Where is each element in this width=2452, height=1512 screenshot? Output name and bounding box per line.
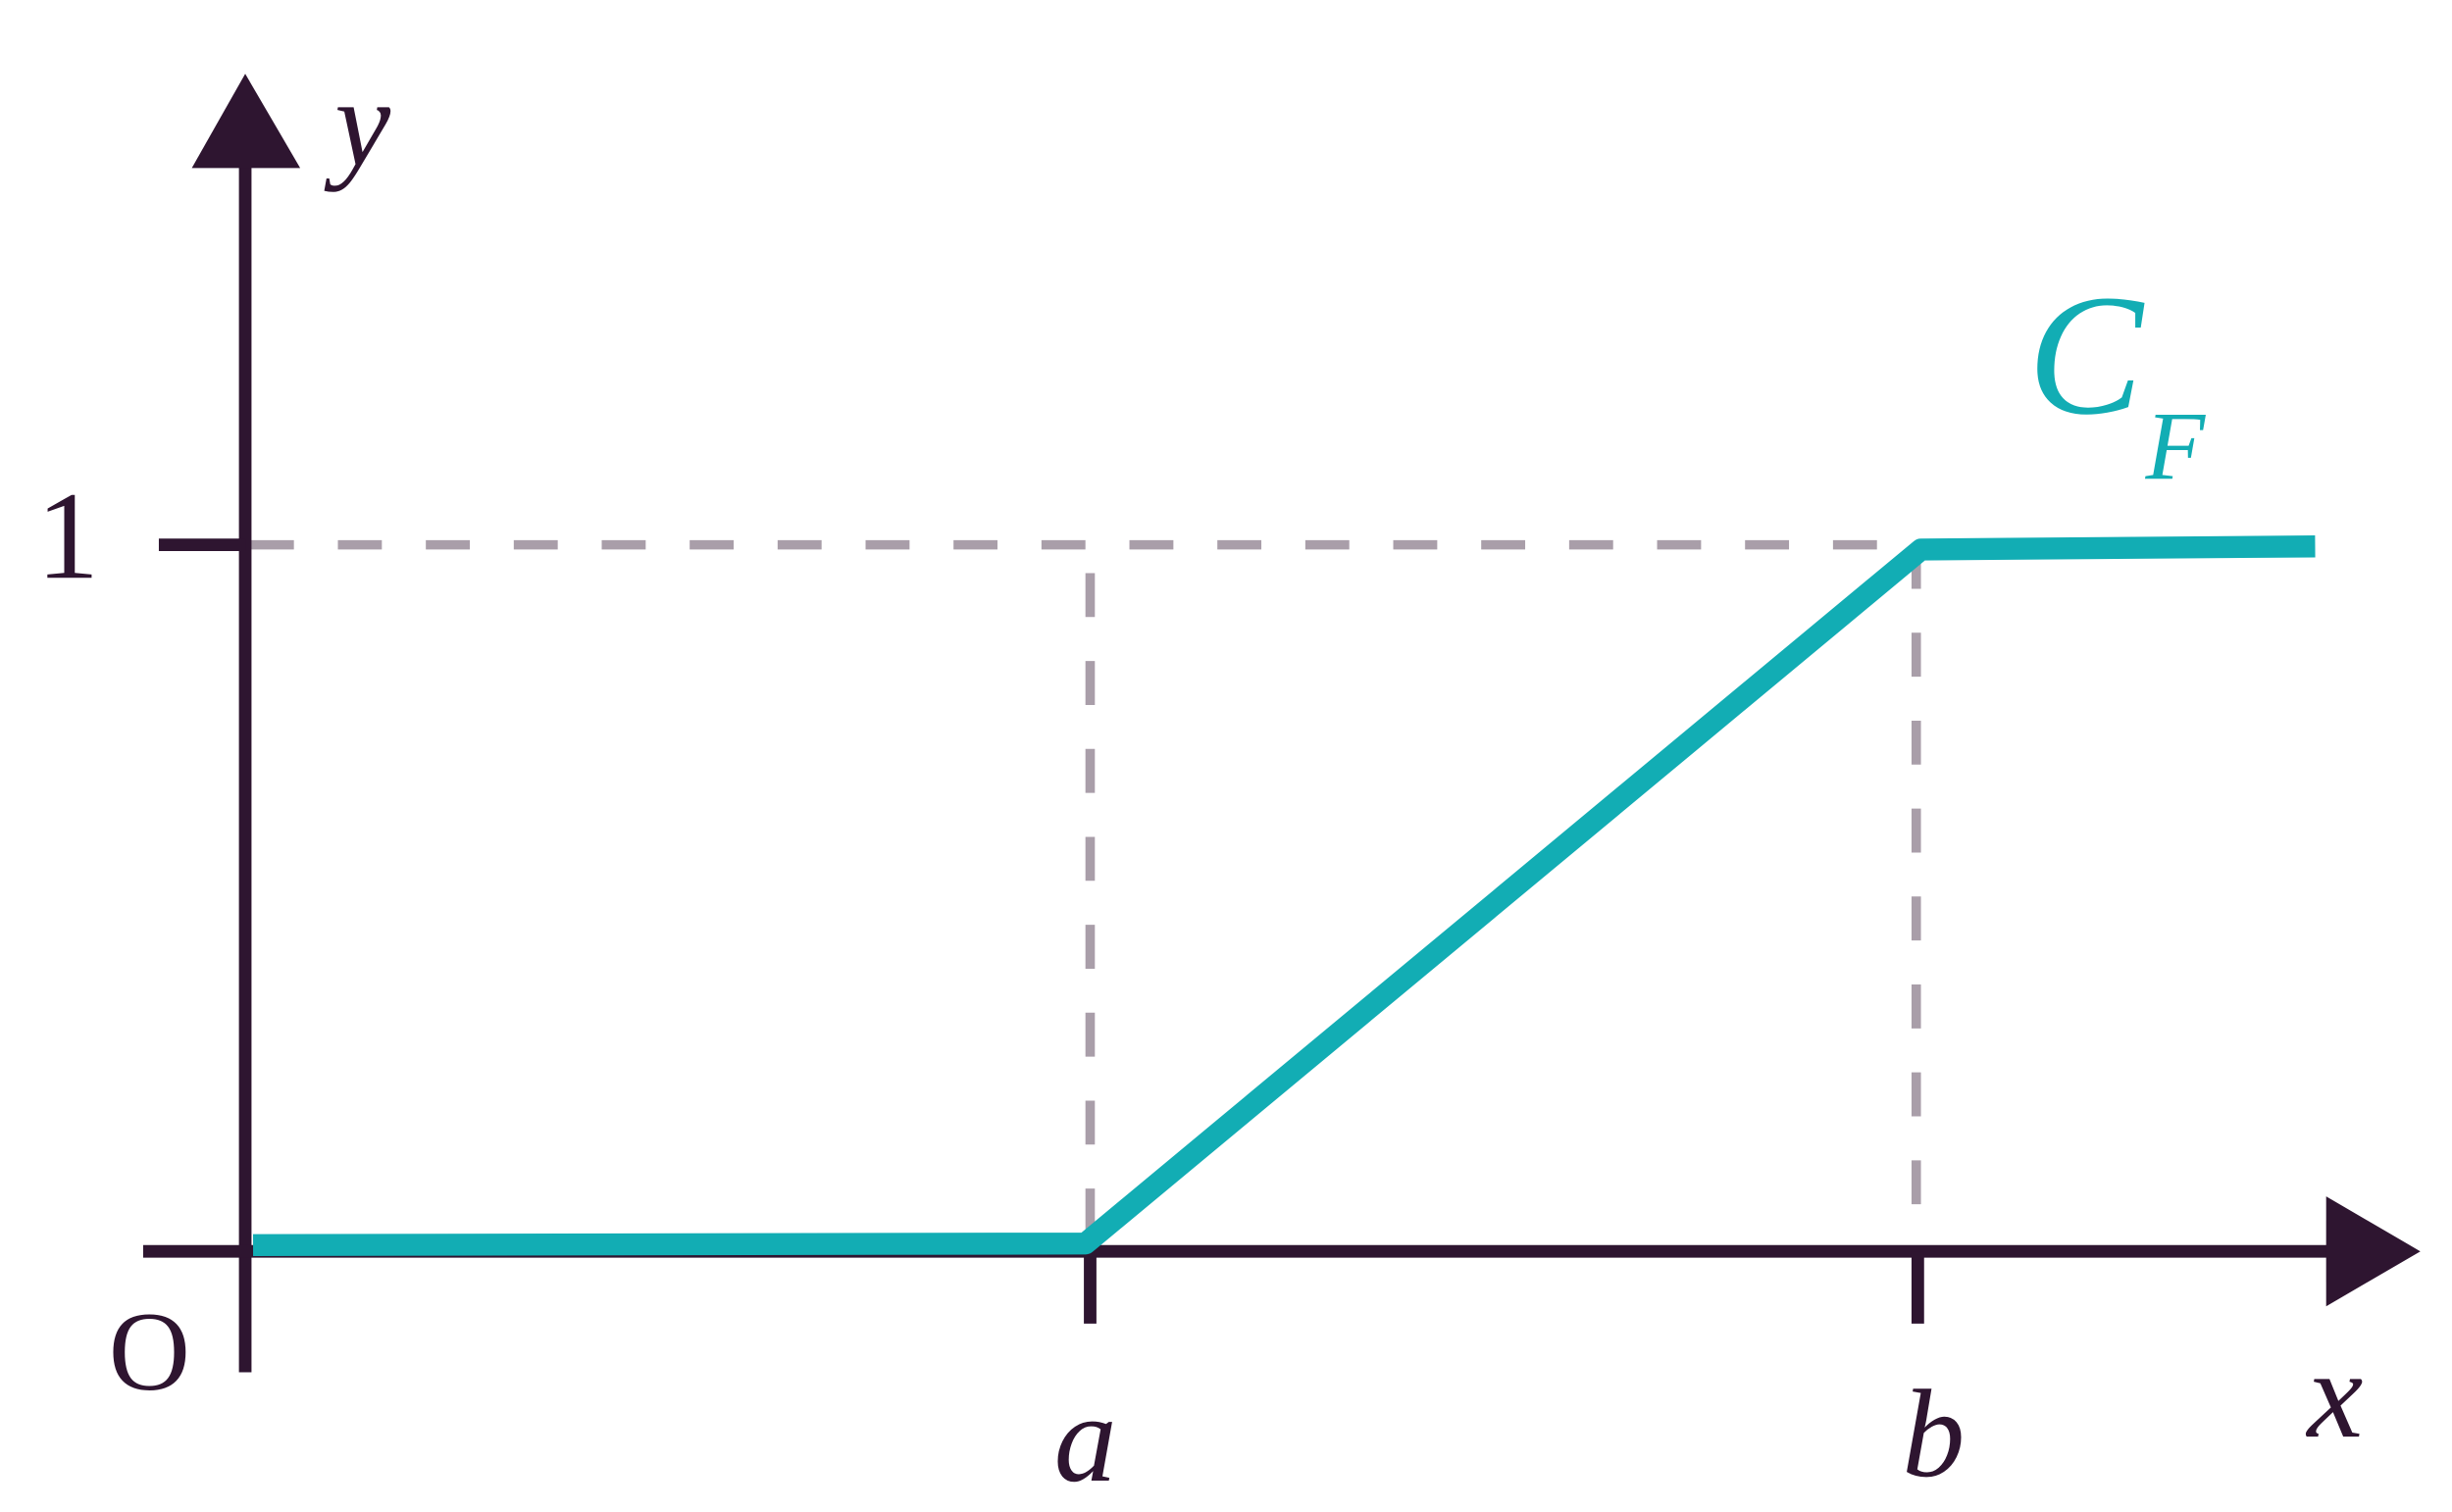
tick-label: b <box>1902 1364 1965 1503</box>
origin-label: O <box>109 1288 190 1414</box>
curve-label: C <box>2027 260 2145 451</box>
y-label: y <box>324 53 390 192</box>
y-arrow <box>191 74 301 169</box>
tick-label: 1 <box>36 466 99 605</box>
x-label: x <box>2305 1325 2363 1464</box>
curve-subscript: F <box>2145 393 2207 500</box>
curve <box>253 535 2316 1256</box>
tick-label: a <box>1054 1369 1117 1508</box>
x-arrow <box>2325 1196 2421 1307</box>
